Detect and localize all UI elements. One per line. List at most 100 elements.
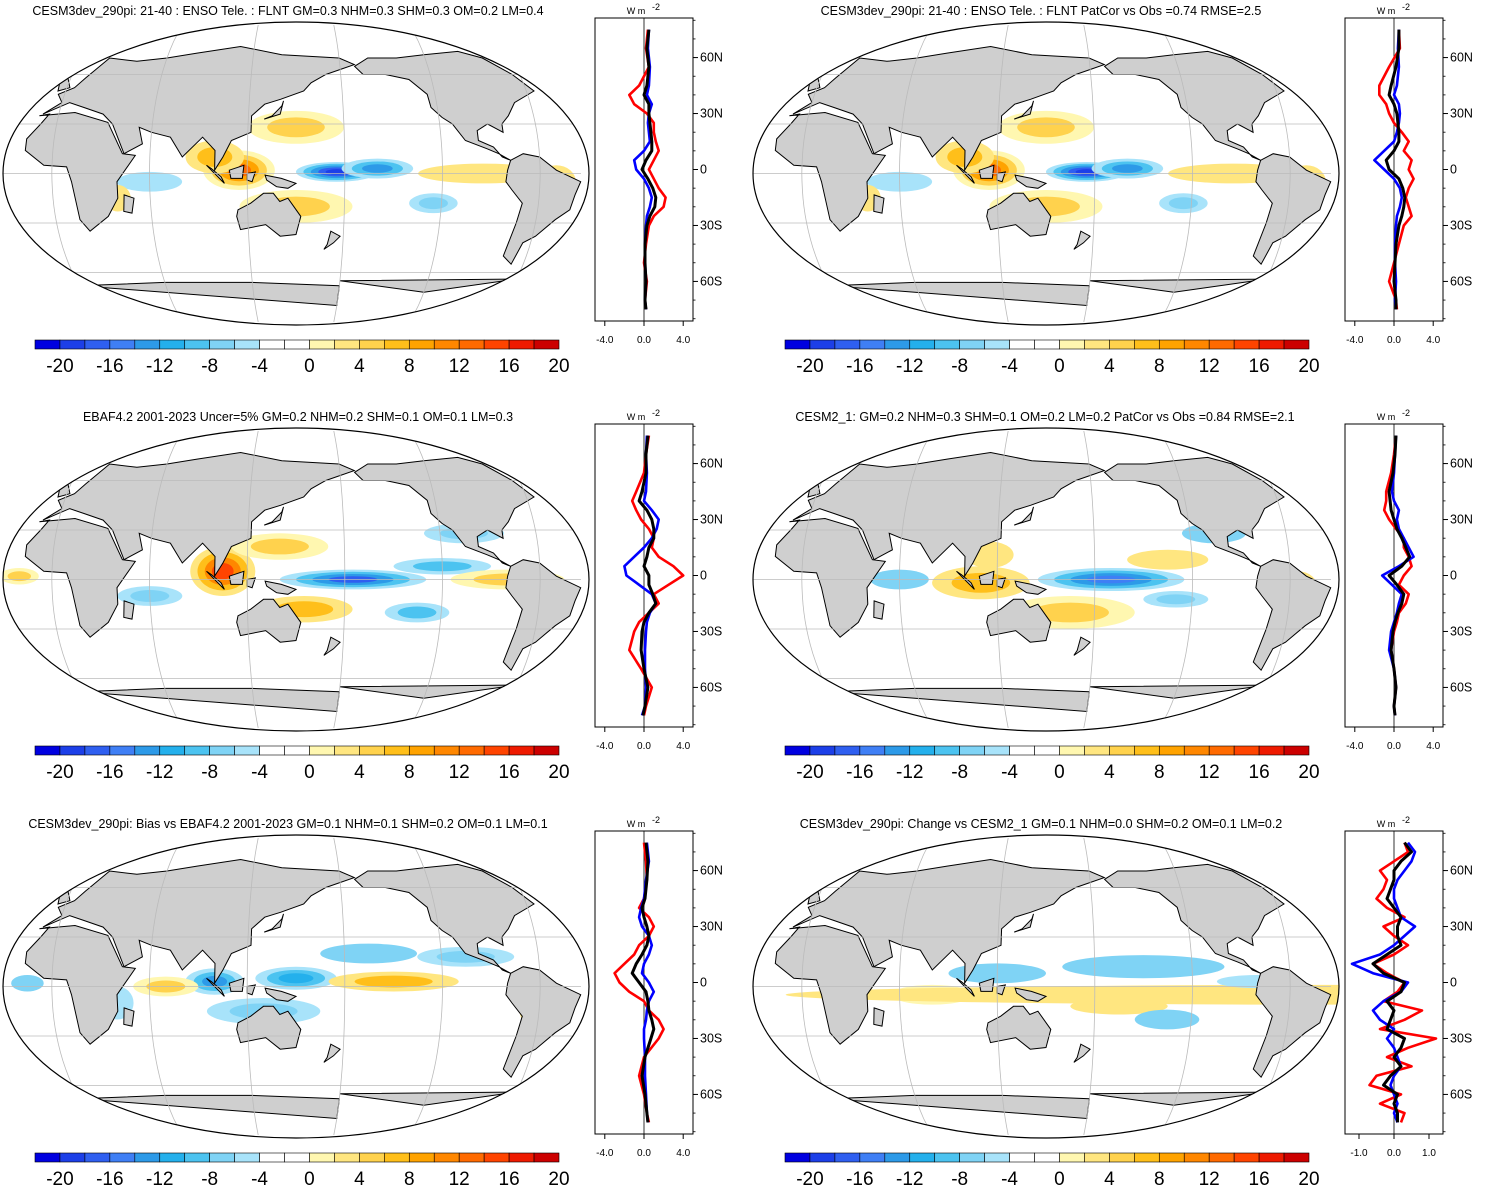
land-mass xyxy=(123,1007,135,1027)
colorbar-label: -4 xyxy=(251,1169,268,1187)
panel-title: EBAF4.2 2001-2023 Uncer=5% GM=0.2 NHM=0.… xyxy=(83,410,513,424)
colorbar-label: 8 xyxy=(404,762,415,783)
land-mass xyxy=(978,570,995,585)
colorbar-label: 8 xyxy=(1154,356,1165,377)
land-mass xyxy=(1073,230,1091,250)
anomaly-contour xyxy=(1062,955,1225,979)
colorbar-box xyxy=(809,339,836,350)
colorbar-label: -8 xyxy=(951,356,968,377)
colorbar-box xyxy=(59,339,86,350)
unit-superscript: -2 xyxy=(1402,408,1410,418)
unit-label: W m xyxy=(1377,412,1396,422)
colorbar-box xyxy=(959,339,985,350)
land-mass xyxy=(206,164,225,184)
value-label: 0.0 xyxy=(637,741,651,752)
colorbar-box xyxy=(909,1152,936,1163)
land-mass xyxy=(517,463,550,481)
colorbar-box xyxy=(1009,1152,1035,1163)
zonal-mean-panel: 60N 30N 0 30S 60S -1.0 0.0 1.0 W m -2 xyxy=(1344,815,1473,1159)
anomaly-contour xyxy=(1156,594,1196,605)
value-label: 4.0 xyxy=(676,741,690,752)
lat-label: 30N xyxy=(1450,920,1473,934)
series-line-red xyxy=(1378,29,1415,310)
colorbar-box xyxy=(834,1152,861,1163)
anomaly-contour xyxy=(397,606,437,619)
anomaly-contour xyxy=(1031,602,1109,623)
value-label: -4.0 xyxy=(596,1148,614,1159)
colorbar-label: 4 xyxy=(354,356,365,377)
graticule-lon xyxy=(333,24,346,323)
colorbar-box xyxy=(1059,339,1085,350)
colorbar-label: 20 xyxy=(548,1169,569,1187)
colorbar-label: 20 xyxy=(548,762,569,783)
unit-superscript: -2 xyxy=(652,408,660,418)
colorbar-label: -12 xyxy=(146,1169,173,1187)
colorbar-box xyxy=(109,745,136,756)
lat-label: 0 xyxy=(1450,976,1457,990)
land-mass xyxy=(956,570,975,590)
map-area xyxy=(753,835,1339,1138)
colorbar-box xyxy=(1158,745,1185,756)
colorbar-box xyxy=(284,339,310,350)
panel-2: CESM3dev_290pi: 21-40 : ENSO Tele. : FLN… xyxy=(752,2,1473,377)
colorbar-label: -8 xyxy=(951,762,968,783)
map-border xyxy=(2,427,590,732)
colorbar-box xyxy=(784,339,811,350)
value-label: -4.0 xyxy=(1346,741,1364,752)
colorbar-box xyxy=(234,745,260,756)
colorbar-label: 0 xyxy=(304,1169,315,1187)
value-label: 0.0 xyxy=(1387,1148,1401,1159)
colorbar-box xyxy=(1183,1152,1210,1163)
colorbar-label: 16 xyxy=(499,356,520,377)
lat-label: 30S xyxy=(1450,218,1472,232)
colorbar-label: -16 xyxy=(846,762,873,783)
colorbar-label: -16 xyxy=(96,1169,123,1187)
land-mass xyxy=(1014,100,1034,120)
value-label: 0.0 xyxy=(1387,741,1401,752)
colorbar-box xyxy=(1283,745,1310,756)
map-area xyxy=(753,428,1339,731)
colorbar-box xyxy=(483,1152,510,1163)
colorbar-box xyxy=(184,1152,210,1163)
lat-label: 60N xyxy=(1450,864,1473,878)
land-mass xyxy=(1014,506,1034,526)
series-line-red xyxy=(628,435,685,716)
colorbar-box xyxy=(1233,339,1260,350)
colorbar-box xyxy=(934,339,960,350)
land-mass xyxy=(1252,966,1332,1079)
land-mass xyxy=(978,164,995,179)
colorbar-box xyxy=(859,1152,886,1163)
unit-label: W m xyxy=(627,6,646,16)
colorbar-box xyxy=(1258,745,1285,756)
land-mass xyxy=(1014,580,1048,595)
land-mass xyxy=(1252,153,1332,266)
colorbar-box xyxy=(433,339,460,350)
colorbar-label: 20 xyxy=(548,356,569,377)
land-mass xyxy=(323,1043,341,1063)
land-mass xyxy=(123,600,135,620)
zonal-mean-panel: 60N 30N 0 30S 60S -4.0 0.0 4.0 W m -2 xyxy=(1344,408,1473,752)
anomaly-contour xyxy=(1017,117,1075,138)
colorbar-box xyxy=(1283,1152,1310,1163)
land-mass xyxy=(1014,174,1048,189)
unit-superscript: -2 xyxy=(652,2,660,12)
lat-label: 30N xyxy=(700,513,723,527)
lat-label: 60S xyxy=(1450,274,1472,288)
panel-3: EBAF4.2 2001-2023 Uncer=5% GM=0.2 NHM=0.… xyxy=(2,408,723,783)
colorbar-label: -20 xyxy=(46,762,73,783)
land-mass xyxy=(1267,870,1300,888)
unit-label: W m xyxy=(627,412,646,422)
colorbar-box xyxy=(1109,339,1135,350)
colorbar-box xyxy=(834,339,861,350)
anomaly-contour xyxy=(1127,549,1209,570)
land-mass xyxy=(517,870,550,888)
land-mass xyxy=(978,977,995,992)
colorbar-box xyxy=(1233,745,1260,756)
colorbar-box xyxy=(134,745,161,756)
colorbar-box xyxy=(1034,1152,1060,1163)
colorbar-label: 0 xyxy=(1054,1169,1065,1187)
colorbar-label: 20 xyxy=(1298,356,1319,377)
lat-label: 30S xyxy=(700,218,722,232)
colorbar-box xyxy=(1009,745,1035,756)
